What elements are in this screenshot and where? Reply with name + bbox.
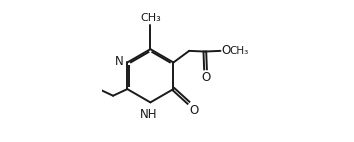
Text: CH₃: CH₃ [229,46,249,56]
Text: NH: NH [140,108,158,121]
Text: O: O [222,44,231,57]
Text: CH₃: CH₃ [140,13,161,23]
Text: O: O [201,71,211,84]
Text: N: N [115,55,124,68]
Text: O: O [189,104,199,117]
